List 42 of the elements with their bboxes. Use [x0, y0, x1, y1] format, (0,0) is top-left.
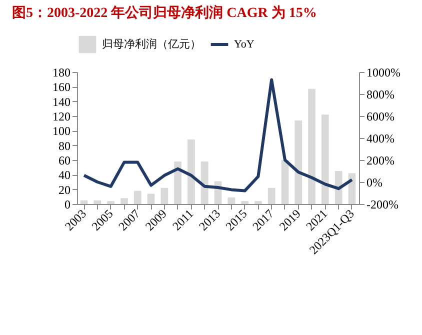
bar	[80, 200, 88, 204]
bar	[188, 139, 195, 204]
y2-tick-label: 200%	[366, 154, 394, 168]
bar	[281, 160, 289, 204]
y2-tick-label: 400%	[366, 132, 394, 146]
bar	[147, 194, 155, 204]
chart-title: 图5：2003-2022 年公司归母净利润 CAGR 为 15%	[12, 4, 317, 21]
y-tick-label: 140	[52, 94, 70, 109]
bar	[120, 198, 128, 204]
y-tick-label: 40	[58, 168, 70, 182]
y2-tick-label: 1000%	[366, 66, 400, 80]
bar	[321, 114, 329, 204]
y-tick-label: 100	[52, 124, 70, 138]
y-tick-label: 160	[52, 80, 70, 94]
bar	[241, 201, 248, 204]
bar	[94, 200, 102, 204]
bar	[134, 190, 142, 204]
y-tick-label: 60	[58, 154, 70, 168]
y2-tick-label: 600%	[366, 110, 394, 124]
bar	[200, 161, 208, 204]
y-tick-label: 180	[52, 66, 70, 80]
line-series	[82, 78, 354, 192]
x-tick-label: 2011	[170, 206, 196, 234]
y-tick-label: 80	[58, 138, 70, 153]
bar	[294, 120, 302, 204]
y2-tick-label: -200%	[366, 198, 398, 212]
bar	[254, 201, 262, 204]
bar	[308, 88, 316, 204]
bar	[228, 197, 236, 204]
y2-tick-label: 800%	[366, 88, 394, 102]
y-tick-label: 0	[64, 198, 70, 212]
bar	[160, 188, 168, 204]
bar	[174, 161, 182, 204]
bar	[334, 171, 342, 204]
legend-label: YoY	[234, 38, 254, 50]
bar	[348, 173, 356, 204]
legend-label: 归母净利润（亿元）	[102, 38, 201, 50]
y2-tick-label: 0%	[366, 176, 382, 190]
bar	[107, 201, 115, 204]
bar	[268, 188, 276, 204]
y-tick-label: 20	[58, 182, 70, 197]
y-tick-label: 120	[52, 110, 70, 124]
